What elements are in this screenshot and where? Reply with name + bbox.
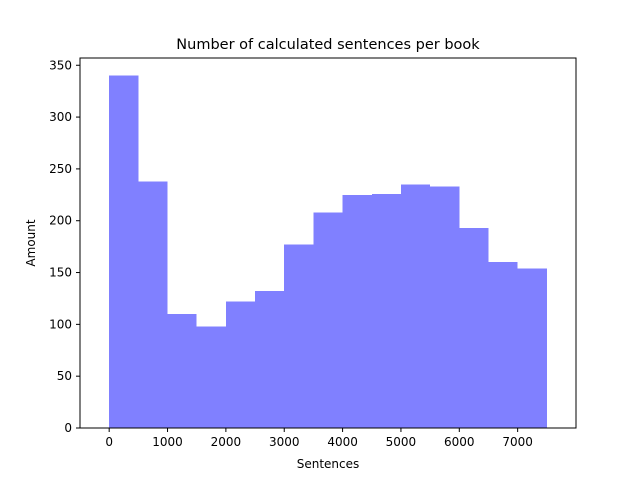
x-tick-label: 7000 (502, 435, 533, 449)
histogram-bar (430, 186, 460, 428)
histogram-bar (371, 193, 401, 428)
histogram-bar (517, 268, 547, 428)
y-tick-label: 50 (57, 369, 72, 383)
y-tick-label: 100 (49, 317, 72, 331)
x-axis-label: Sentences (297, 457, 360, 471)
chart-title: Number of calculated sentences per book (176, 37, 480, 53)
histogram-bar (284, 244, 314, 428)
y-tick-label: 200 (49, 214, 72, 228)
histogram-bar (459, 227, 489, 428)
histogram-bar (342, 194, 372, 428)
y-tick-label: 150 (49, 266, 72, 280)
plot-frame (79, 57, 577, 429)
x-tick-label: 5000 (386, 435, 417, 449)
x-tick-label: 3000 (269, 435, 300, 449)
x-tick-label: 6000 (444, 435, 475, 449)
histogram-bar (225, 301, 256, 428)
x-tick-label: 2000 (211, 435, 242, 449)
histogram-bar (138, 181, 168, 428)
bars-group (109, 75, 547, 428)
y-tick-label: 250 (49, 162, 72, 176)
histogram-bar (196, 326, 226, 428)
y-tick-label: 300 (49, 110, 72, 124)
y-axis-label: Amount (24, 219, 38, 266)
x-axis-ticks: 0 1000 2000 3000 4000 5000 6000 7000 (105, 428, 533, 449)
histogram-bar (488, 262, 518, 428)
histogram-bar (313, 212, 343, 428)
y-tick-label: 350 (49, 58, 72, 72)
y-tick-label: 0 (64, 421, 72, 435)
x-tick-label: 1000 (152, 435, 183, 449)
x-tick-label: 4000 (327, 435, 358, 449)
x-tick-label: 0 (105, 435, 113, 449)
histogram-bar (400, 184, 431, 428)
y-axis-ticks: 0 50 100 150 200 250 300 350 (49, 58, 80, 435)
histogram-bar (109, 75, 139, 428)
histogram-bar (167, 313, 197, 428)
histogram-bar (255, 291, 285, 428)
